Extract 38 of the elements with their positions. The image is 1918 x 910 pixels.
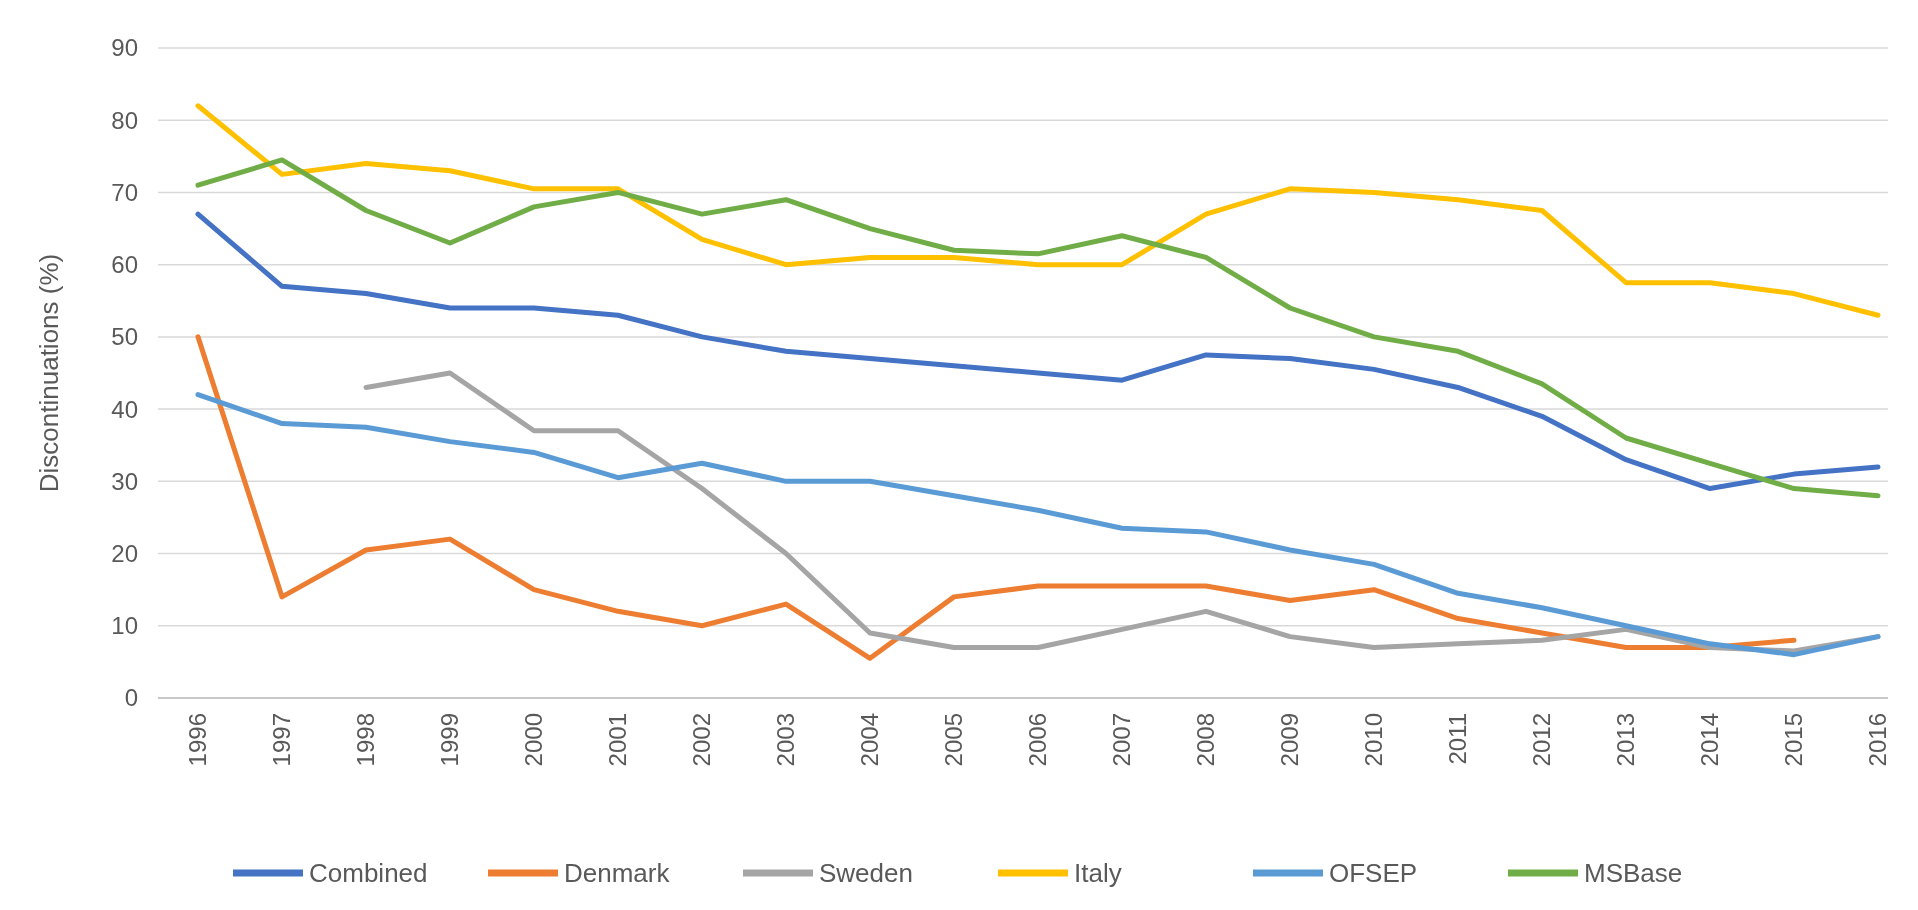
x-tick-label: 2002 xyxy=(688,713,715,767)
x-tick-label: 2006 xyxy=(1024,713,1051,767)
legend-label: Italy xyxy=(1074,858,1122,889)
legend-label: Sweden xyxy=(819,858,913,889)
x-tick-label: 2015 xyxy=(1780,713,1807,767)
y-tick-label: 10 xyxy=(111,612,138,640)
y-tick-label: 90 xyxy=(111,34,138,62)
x-tick-label: 2013 xyxy=(1612,713,1639,767)
x-tick-label: 1997 xyxy=(268,713,295,767)
y-tick-label: 60 xyxy=(111,251,138,279)
x-tick-label: 2010 xyxy=(1360,713,1387,767)
y-tick-label: 50 xyxy=(111,323,138,351)
y-tick-label: 40 xyxy=(111,395,138,423)
x-tick-label: 2016 xyxy=(1864,713,1891,767)
x-tick-label: 1998 xyxy=(352,713,379,767)
x-tick-label: 2009 xyxy=(1276,713,1303,767)
legend-label: Denmark xyxy=(564,858,671,889)
y-tick-label: 0 xyxy=(124,684,138,712)
legend-label: Combined xyxy=(309,858,428,889)
y-tick-label: 30 xyxy=(111,467,138,495)
legend-label: MSBase xyxy=(1584,858,1683,889)
x-tick-label: 2014 xyxy=(1696,713,1723,767)
x-tick-label: 2004 xyxy=(856,713,883,767)
x-tick-label: 2003 xyxy=(772,713,799,767)
x-tick-label: 2005 xyxy=(940,713,967,767)
y-axis-title: Discontinuations (%) xyxy=(34,253,64,493)
x-tick-label: 2011 xyxy=(1444,713,1471,765)
x-tick-label: 1999 xyxy=(436,713,463,767)
x-tick-label: 2008 xyxy=(1192,713,1219,767)
x-tick-label: 1996 xyxy=(184,713,211,767)
x-tick-label: 2012 xyxy=(1528,713,1555,767)
y-tick-label: 20 xyxy=(111,539,138,567)
legend-label: OFSEP xyxy=(1329,858,1418,889)
x-tick-label: 2007 xyxy=(1108,713,1135,767)
y-tick-label: 70 xyxy=(111,178,138,206)
x-tick-label: 2000 xyxy=(520,713,547,767)
x-tick-label: 2001 xyxy=(604,713,631,767)
y-tick-label: 80 xyxy=(111,106,138,134)
